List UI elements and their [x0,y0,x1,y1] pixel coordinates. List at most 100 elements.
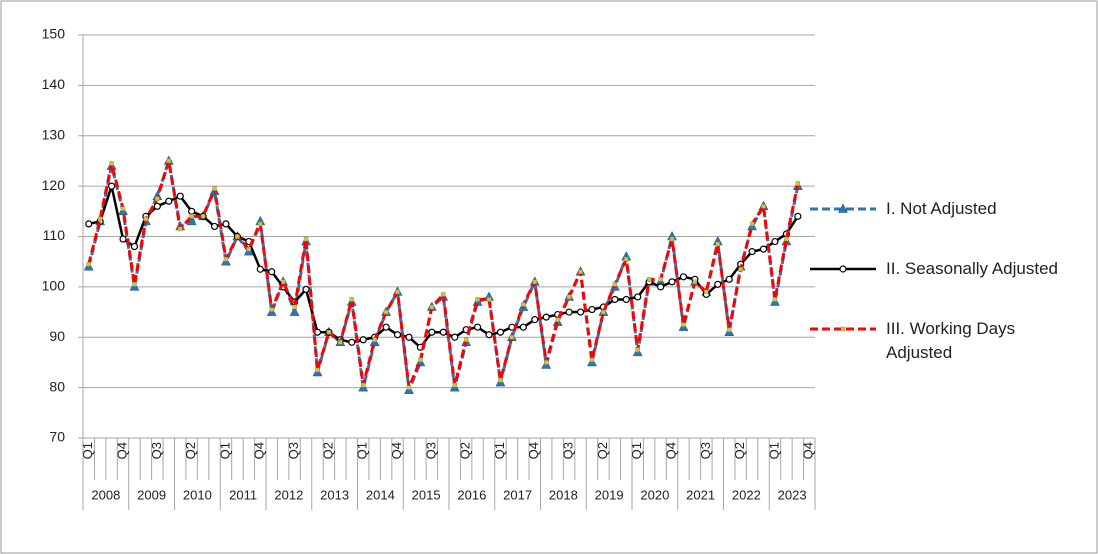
data-point [635,347,640,353]
data-point [107,182,116,190]
data-point [601,309,606,315]
data-point [418,357,423,363]
y-tick-label: 70 [49,429,65,445]
legend-marker [840,326,846,332]
group-label: 2021 [686,487,715,502]
data-point [280,279,286,285]
data-point [761,204,766,209]
data-point [475,297,480,302]
data-point [86,262,91,267]
x-tick-label: Q4 [114,442,129,459]
x-tick-label: Q4 [526,442,541,459]
data-point [165,197,173,205]
data-point [130,242,139,251]
x-tick-label: Q4 [801,442,816,459]
data-point [704,289,709,295]
data-point [256,265,264,273]
legend-item: II. Seasonally Adjusted [808,255,1078,315]
data-point [349,297,354,302]
y-tick-label: 130 [42,126,66,142]
x-tick-label: Q2 [320,442,335,459]
data-point [544,360,549,365]
group-label: 2016 [457,487,486,502]
data-point [714,280,722,288]
data-point [268,268,276,276]
legend-item: III. Working Days Adjusted [808,315,1078,375]
data-point [485,331,493,339]
data-point [406,385,412,390]
data-point [315,367,320,373]
data-point [289,306,300,316]
data-point [748,248,756,256]
data-point [519,323,527,331]
x-tick-label: Q3 [698,442,713,459]
data-point [153,202,161,210]
data-point [611,295,619,304]
y-tick-label: 140 [42,76,66,92]
data-point [692,279,698,285]
data-point [715,241,720,247]
data-point [405,333,413,341]
data-point [473,323,482,331]
data-point [656,283,665,291]
data-point [119,235,127,243]
x-tick-label: Q1 [355,442,370,459]
data-point [188,207,196,215]
data-point [576,308,585,316]
data-point [212,186,217,191]
data-point [794,212,802,220]
x-tick-label: Q3 [149,442,164,459]
data-point [326,330,332,335]
data-point [759,245,768,253]
data-point [588,305,596,314]
data-point [383,309,389,315]
data-point [749,221,755,227]
series-line [87,159,800,390]
legend-swatch [810,203,876,213]
data-point [521,302,526,307]
y-tick-label: 100 [42,278,66,294]
data-point [463,337,469,342]
data-point [85,220,93,228]
x-tick-label: Q1 [629,442,644,459]
data-point [566,294,572,300]
data-point [725,275,733,283]
data-point [452,382,457,388]
x-tick-label: Q1 [766,442,781,459]
data-point [624,256,629,262]
group-label: 2020 [640,487,669,502]
data-point [132,282,137,287]
legend-label: II. Seasonally Adjusted [886,259,1059,278]
data-point [166,158,171,164]
data-point [578,269,583,274]
group-label: 2019 [595,487,624,502]
group-label: 2009 [137,487,166,502]
data-point [372,337,377,342]
group-label: 2017 [503,487,532,502]
data-point [451,333,459,341]
data-point [738,267,743,272]
data-point [634,293,642,301]
x-tick-label: Q2 [458,442,473,459]
data-point [727,327,732,332]
group-label: 2023 [778,487,807,502]
data-point [178,226,183,232]
x-tick-label: Q1 [492,442,507,459]
data-point [120,206,126,211]
data-point [361,382,366,388]
x-tick-label: Q4 [389,442,404,459]
data-point [658,277,663,282]
x-tick-label: Q3 [286,442,301,459]
data-point [589,357,595,363]
data-point [210,222,219,231]
data-point [269,307,274,312]
data-point [429,304,435,310]
legend: I. Not Adjusted II. Seasonally Adjusted II… [808,195,1078,375]
x-tick-label: Q2 [732,442,747,459]
data-point [795,181,801,186]
x-tick-label: Q3 [561,442,576,459]
data-point [223,256,229,262]
